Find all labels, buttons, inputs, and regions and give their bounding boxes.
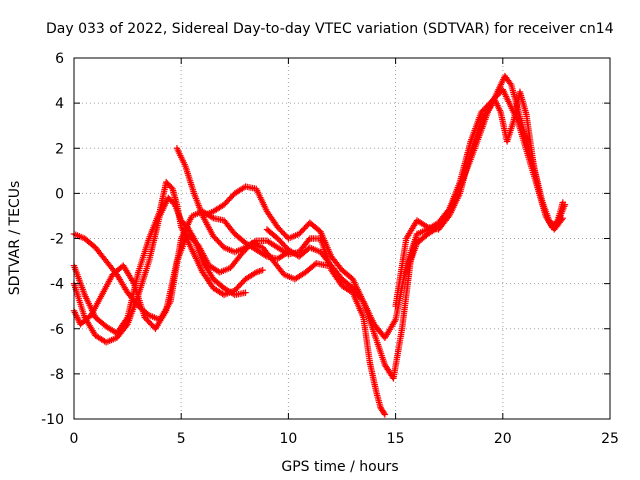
data-point	[251, 270, 258, 277]
y-tick-label: 2	[55, 141, 64, 157]
x-tick-label: 5	[177, 431, 186, 447]
y-tick-label: -4	[50, 277, 64, 293]
series-pass-5	[173, 145, 389, 418]
data-point	[262, 252, 269, 259]
series-pass-6	[199, 183, 421, 382]
data-point	[507, 80, 514, 87]
data-point	[242, 289, 249, 296]
y-tick-label: -6	[50, 322, 64, 338]
data-point	[558, 216, 565, 223]
series-pass-9	[403, 88, 567, 276]
y-tick-label: -8	[50, 367, 64, 383]
x-tick-label: 0	[70, 431, 79, 447]
data-point	[381, 411, 389, 418]
y-tick-label: 4	[55, 96, 64, 112]
data-point	[123, 322, 130, 329]
data-points	[70, 72, 569, 418]
data-point	[423, 223, 430, 230]
x-tick-label: 10	[279, 431, 297, 447]
y-tick-label: 6	[55, 51, 64, 67]
y-tick-label: 0	[55, 186, 64, 202]
data-point	[251, 238, 258, 245]
y-axis-label: SDTVAR / TECUs	[7, 181, 23, 296]
y-tick-label: -2	[50, 232, 64, 248]
data-point	[559, 214, 567, 222]
series-pass-3	[70, 230, 331, 332]
data-point	[305, 236, 312, 244]
x-axis-label: GPS time / hours	[281, 459, 398, 475]
data-point	[359, 296, 366, 304]
data-point	[259, 266, 266, 274]
x-tick-label: 20	[494, 431, 512, 447]
data-point	[380, 409, 388, 417]
data-point	[561, 201, 569, 208]
x-tick-label: 25	[601, 431, 619, 447]
chart-title: Day 033 of 2022, Sidereal Day-to-day VTE…	[46, 21, 614, 37]
x-tick-label: 15	[387, 431, 405, 447]
y-tick-label: -10	[41, 412, 64, 428]
axis-ticks: 0 5 10 15 20 25 -10 -8 -6 -4 -2 0 2 4 6	[41, 51, 619, 447]
